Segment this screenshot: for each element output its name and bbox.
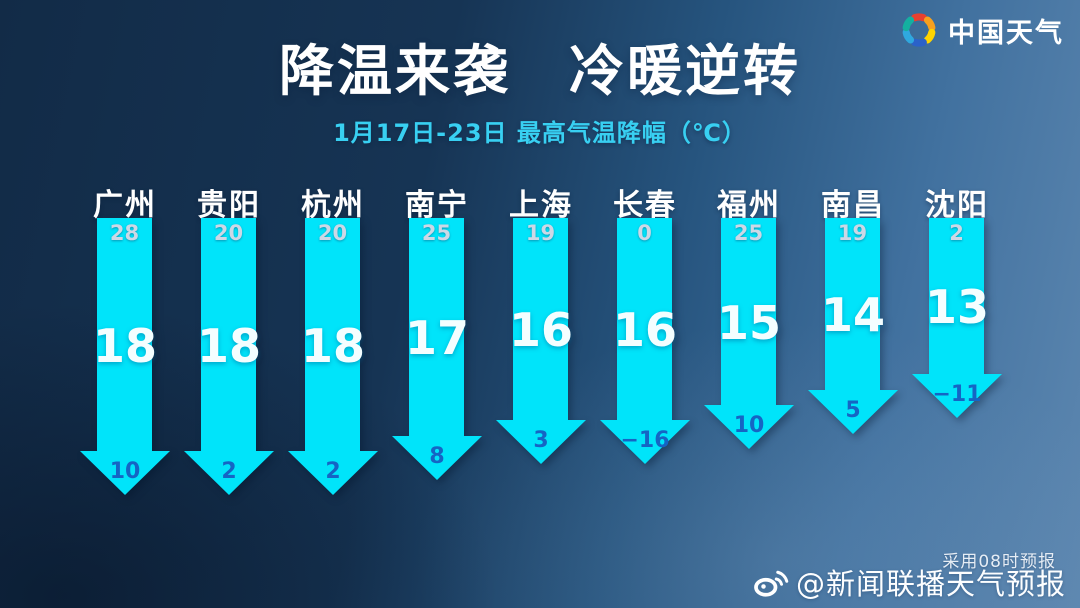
- start-temp-value: 20: [213, 221, 244, 245]
- drop-amount-value: 18: [196, 319, 261, 373]
- start-temp-value: 19: [837, 221, 868, 245]
- drop-amount-value: 14: [820, 288, 885, 342]
- drop-amount-value: 15: [716, 296, 781, 350]
- poster-title: 降温来袭 冷暖逆转: [278, 39, 801, 103]
- weibo-icon: [754, 570, 789, 597]
- end-temp-value: 5: [845, 398, 861, 423]
- arrow-head: [600, 420, 690, 464]
- city-label: 南昌: [821, 188, 885, 223]
- china-weather-pinwheel-icon: [902, 13, 936, 47]
- end-temp-value: 3: [533, 428, 549, 453]
- arrow-head: [184, 451, 274, 495]
- arrow-shaft: [617, 218, 672, 421]
- start-temp-value: 2: [949, 221, 964, 245]
- arrow-head: [392, 436, 482, 480]
- arrow-head: [704, 405, 794, 449]
- temp-drop-arrow: 20 18 2: [288, 218, 378, 495]
- start-temp-value: 25: [421, 221, 452, 245]
- city-label: 贵阳: [197, 188, 261, 223]
- end-temp-value: −16: [620, 428, 670, 453]
- arrow-head: [912, 374, 1002, 418]
- temp-drop-arrow: 0 16 −16: [600, 218, 690, 464]
- drop-amount-value: 13: [924, 280, 989, 334]
- arrow-head: [496, 420, 586, 464]
- city-label: 杭州: [301, 188, 365, 223]
- temp-drop-arrow: 25 15 10: [704, 218, 794, 449]
- start-temp-value: 20: [317, 221, 348, 245]
- poster-subtitle: 1月17日-23日 最高气温降幅（℃）: [333, 119, 747, 147]
- brand-logo: 中国天气: [899, 10, 1064, 50]
- temp-drop-arrow: 19 16 3: [496, 218, 586, 464]
- temp-drop-arrow: 20 18 2: [184, 218, 274, 495]
- drop-amount-value: 16: [508, 303, 573, 357]
- end-temp-value: 2: [325, 459, 341, 484]
- arrow-shaft: [409, 218, 464, 437]
- forecast-note: 采用08时预报: [942, 552, 1056, 572]
- end-temp-value: 10: [109, 459, 141, 484]
- city-label: 长春: [613, 188, 677, 223]
- arrow-head: [808, 390, 898, 434]
- end-temp-value: −11: [932, 382, 982, 407]
- city-label: 福州: [717, 188, 781, 223]
- arrow-shaft: [721, 218, 776, 406]
- city-label: 沈阳: [925, 188, 989, 223]
- temp-drop-arrow: 25 17 8: [392, 218, 482, 480]
- city-label: 南宁: [405, 188, 469, 223]
- temp-drop-arrow: 19 14 5: [808, 218, 898, 434]
- start-temp-value: 25: [733, 221, 764, 245]
- weibo-handle: @新闻联播天气预报: [795, 567, 1066, 601]
- arrow-head: [80, 451, 170, 495]
- start-temp-value: 28: [109, 221, 140, 245]
- arrow-head: [288, 451, 378, 495]
- city-label: 上海: [509, 188, 573, 223]
- temp-drop-arrow: 2 13 −11: [912, 218, 1002, 418]
- temp-drop-arrow: 28 18 10: [80, 218, 170, 495]
- arrow-shaft: [201, 218, 256, 452]
- weibo-credit: @新闻联播天气预报: [753, 561, 1066, 603]
- start-temp-value: 19: [525, 221, 556, 245]
- drop-amount-value: 18: [92, 319, 157, 373]
- end-temp-value: 8: [429, 444, 445, 469]
- arrow-shaft: [97, 218, 152, 452]
- drop-amount-value: 18: [300, 319, 365, 373]
- start-temp-value: 0: [637, 221, 652, 245]
- end-temp-value: 2: [221, 459, 237, 484]
- end-temp-value: 10: [733, 413, 765, 438]
- arrow-shaft: [513, 218, 568, 421]
- arrow-shaft: [305, 218, 360, 452]
- city-label: 广州: [93, 188, 157, 223]
- brand-name: 中国天气: [948, 17, 1064, 49]
- drop-amount-value: 17: [404, 311, 469, 365]
- arrow-shaft: [825, 218, 880, 391]
- temp-drop-chart: 广州 28 18 10 贵阳 20 18 2 杭州 20 18 2 南宁 25 17 8 上海 19 16 3 长春 0 1…: [0, 180, 1080, 560]
- arrow-shaft: [929, 218, 984, 375]
- drop-amount-value: 16: [612, 303, 677, 357]
